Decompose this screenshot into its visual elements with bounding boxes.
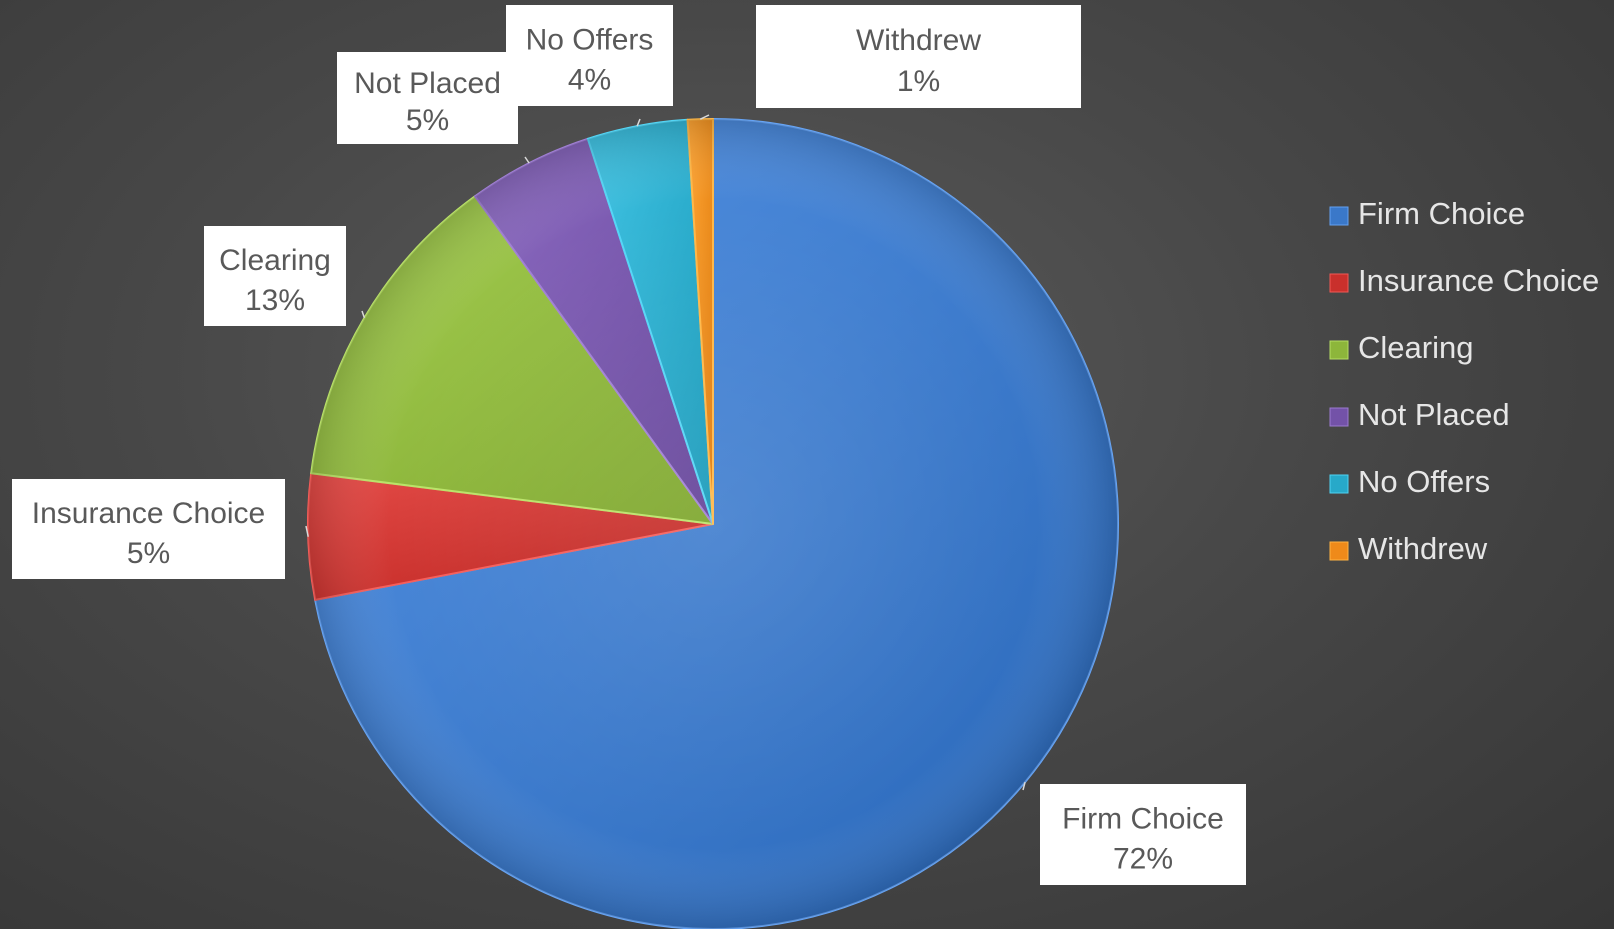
leader-line-insurance-choice [305,525,309,537]
data-label-box-clearing [204,226,346,326]
data-label-box-no-offers [506,5,673,106]
leader-line-clearing [361,310,366,319]
legend-item-insurance-choice: Insurance Choice [1329,263,1599,298]
legend-label-clearing: Clearing [1358,330,1473,365]
legend-item-not-placed: Not Placed [1329,397,1510,432]
legend-item-firm-choice: Firm Choice [1329,196,1525,231]
data-label-value-not-placed: 5% [406,104,449,137]
data-label-value-insurance-choice: 5% [127,537,170,570]
data-label-name-insurance-choice: Insurance Choice [32,497,265,530]
pie-slices [307,118,1119,929]
leader-lines [305,114,1026,791]
legend-item-clearing: Clearing [1329,330,1473,365]
data-label-box-withdrew [756,5,1081,108]
legend-label-no-offers: No Offers [1358,464,1490,499]
legend-swatch-withdrew [1329,541,1349,561]
data-label-name-clearing: Clearing [219,244,331,277]
leader-line-no-offers [636,118,641,127]
data-label-box-not-placed [337,52,518,144]
data-label-box-insurance-choice [12,479,285,579]
legend-swatch-insurance-choice [1329,273,1349,293]
legend-label-not-placed: Not Placed [1358,397,1510,432]
legend-item-withdrew: Withdrew [1329,531,1488,566]
data-label-name-no-offers: No Offers [526,23,654,56]
legend-label-insurance-choice: Insurance Choice [1358,263,1599,298]
leader-line-firm-choice [1022,781,1026,791]
data-label-name-withdrew: Withdrew [856,24,981,57]
data-label-value-no-offers: 4% [568,64,611,97]
data-label-value-clearing: 13% [245,284,305,317]
data-label-name-firm-choice: Firm Choice [1062,802,1224,835]
data-label-box-firm-choice [1040,784,1246,885]
legend-swatch-clearing [1329,340,1349,360]
legend-label-withdrew: Withdrew [1358,531,1488,566]
leader-line-withdrew [699,114,710,120]
data-labels: Firm Choice 72% Insurance Choice 5% Clearing… [12,5,1246,885]
legend-swatch-no-offers [1329,474,1349,494]
legend-swatch-not-placed [1329,407,1349,427]
legend-label-firm-choice: Firm Choice [1358,196,1525,231]
legend-swatch-firm-choice [1329,206,1349,226]
legend-item-no-offers: No Offers [1329,464,1490,499]
data-label-name-not-placed: Not Placed [354,67,501,100]
leader-line-not-placed [524,156,530,164]
data-label-value-firm-choice: 72% [1113,843,1173,876]
data-label-value-withdrew: 1% [897,65,940,98]
legend: Firm Choice Insurance Choice Clearing Not P… [1329,196,1599,566]
